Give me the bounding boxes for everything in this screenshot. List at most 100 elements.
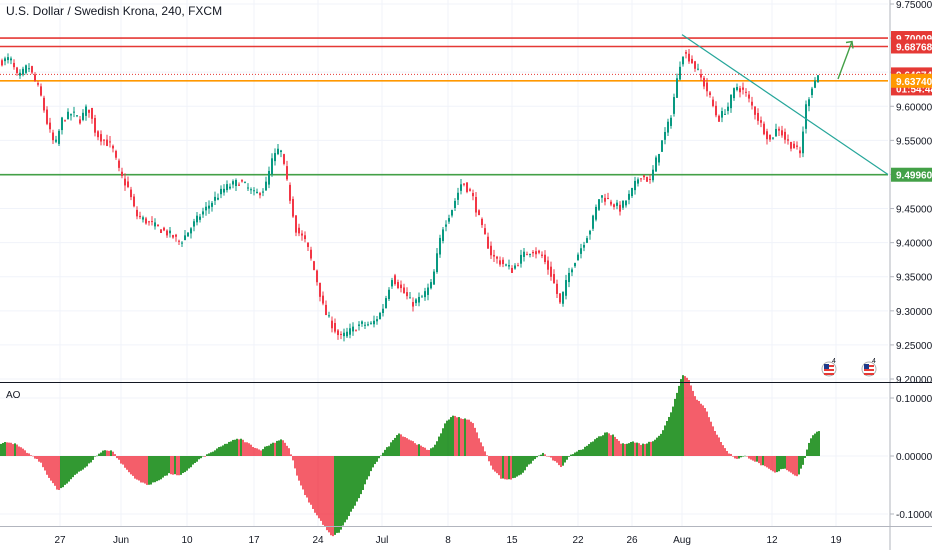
ao-bar [408, 439, 410, 456]
ao-bar [282, 440, 284, 456]
candle-body [778, 128, 780, 131]
ao-bar [426, 449, 428, 456]
ao-bar [18, 446, 20, 456]
ao-bar [88, 456, 90, 464]
candle [235, 178, 237, 192]
candle [640, 178, 642, 182]
candle-body [472, 192, 474, 197]
ao-bar [6, 442, 8, 456]
candle-body [406, 292, 408, 297]
candle [676, 73, 678, 98]
candle-body [559, 293, 561, 303]
ao-bar [138, 456, 140, 481]
candle-body [172, 235, 174, 238]
candle-body [160, 229, 162, 234]
candle-body [664, 131, 666, 140]
ao-bar [736, 456, 738, 459]
time-tick-label: 27 [54, 535, 66, 546]
candle [307, 242, 309, 251]
ao-bar [84, 456, 86, 468]
ao-bar [162, 456, 164, 478]
candle-body [499, 260, 501, 265]
candle [319, 282, 321, 302]
candle [514, 263, 516, 270]
candle [169, 226, 171, 238]
candle-body [145, 218, 147, 224]
candle-body [649, 178, 651, 180]
candle-body [334, 322, 336, 332]
ao-bar [664, 425, 666, 456]
candle-body [316, 270, 318, 283]
ao-bar [330, 456, 332, 536]
ao-bar [464, 418, 466, 456]
candle-body [394, 275, 396, 285]
candle-body [529, 253, 531, 255]
ao-bar [206, 454, 208, 456]
ao-bar [226, 443, 228, 456]
ao-bar [382, 452, 384, 456]
candle-body [37, 83, 39, 85]
ao-bar [244, 442, 246, 456]
candle [325, 300, 327, 316]
ao-bar [806, 449, 808, 456]
candle [496, 255, 498, 264]
candle-body [361, 321, 363, 324]
ao-bar [722, 445, 724, 456]
ao-bar [50, 456, 52, 481]
ao-bar [760, 456, 762, 466]
candle-body [640, 178, 642, 180]
ao-bar [744, 455, 746, 457]
candle [607, 192, 609, 200]
ao-bar [444, 423, 446, 456]
candle-body [250, 189, 252, 191]
candle-body [382, 308, 384, 313]
candle-body [121, 171, 123, 176]
candle-body [196, 215, 198, 223]
candle-body [280, 150, 282, 153]
ao-bar [616, 438, 618, 456]
candle-body [748, 94, 750, 99]
candle [784, 128, 786, 144]
candle-body [730, 94, 732, 109]
candle-body [481, 218, 483, 226]
candle-body [751, 101, 753, 106]
ao-bar [488, 456, 490, 462]
ao-bar [34, 456, 36, 459]
ao-bar [54, 456, 56, 486]
ao-bar [106, 450, 108, 456]
ao-bar [38, 456, 40, 462]
candle-body [70, 114, 72, 116]
ao-bar [448, 419, 450, 456]
candle [262, 188, 264, 197]
levels-layer [0, 37, 888, 176]
candle-body [259, 193, 261, 196]
candle-body [769, 134, 771, 140]
candle-body [289, 184, 291, 201]
ao-bar [380, 455, 382, 456]
price-tag-5: 9.63740 [891, 73, 932, 88]
candle-body [493, 254, 495, 257]
ao-bar [328, 456, 330, 533]
candle [118, 158, 120, 172]
ao-bar [58, 456, 60, 490]
candle [259, 191, 261, 199]
ao-bar [714, 430, 716, 456]
price-tag-bg [891, 39, 932, 54]
candle [727, 102, 729, 115]
candle [403, 283, 405, 294]
candle [424, 287, 426, 301]
candle-body [724, 113, 726, 115]
candle-body [760, 120, 762, 123]
candle-body [379, 312, 381, 320]
ao-bar [788, 456, 790, 472]
ao-bar [114, 454, 116, 456]
ao-bar [644, 444, 646, 456]
ao-bar [302, 456, 304, 490]
candle [460, 178, 462, 195]
candle-body [610, 201, 612, 205]
ao-bar [252, 446, 254, 456]
candle [508, 259, 510, 270]
ao-bar [560, 456, 562, 468]
